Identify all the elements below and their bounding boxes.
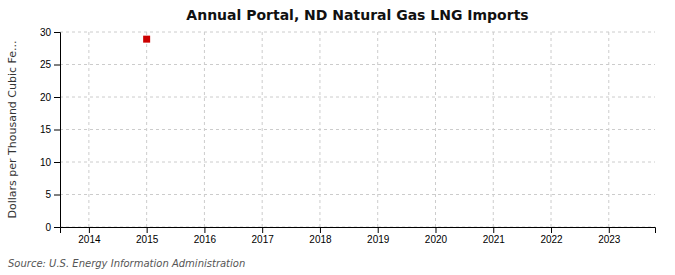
grid-line [88, 32, 89, 227]
tick: 2014 [78, 227, 101, 245]
grid-line [60, 162, 655, 163]
tick: 10 [40, 157, 60, 168]
tick: 2017 [252, 227, 275, 245]
axis-line [54, 33, 61, 228]
tick-label: 30 [40, 27, 52, 38]
grid-line [551, 32, 552, 227]
tick: 25 [40, 59, 60, 70]
tick-label: 2018 [309, 234, 332, 245]
tick-label: 2019 [367, 234, 390, 245]
tick-label: 20 [40, 92, 52, 103]
tick-label: 2020 [425, 234, 448, 245]
tick: 30 [40, 27, 60, 38]
tick: 2015 [136, 227, 159, 245]
tick-mark [54, 97, 60, 98]
tick: 2016 [194, 227, 217, 245]
axis-line [61, 228, 656, 234]
tick-label: 15 [40, 124, 52, 135]
tick-mark [54, 32, 60, 33]
tick-mark [493, 227, 494, 233]
tick-mark [378, 227, 379, 233]
tick-mark [54, 195, 60, 196]
tick-mark [54, 65, 60, 66]
tick-label: 0 [45, 222, 51, 233]
grid-line [60, 194, 655, 195]
source: Source: U.S. Energy Information Administ… [8, 258, 245, 269]
tick: 2022 [540, 227, 563, 245]
grid-line [60, 32, 655, 33]
grid-line [60, 64, 655, 65]
tick-mark [609, 227, 610, 233]
title: Annual Portal, ND Natural Gas LNG Import… [186, 7, 528, 23]
tick: 2023 [598, 227, 621, 245]
grid-line [262, 32, 263, 227]
tick-label: 2017 [252, 234, 275, 245]
tick-label: 5 [45, 189, 51, 200]
tick: 2019 [367, 227, 390, 245]
tick-mark [54, 130, 60, 131]
tick-label: 2014 [78, 234, 101, 245]
tick-label: 25 [40, 59, 52, 70]
marks [143, 36, 150, 43]
tick-mark [89, 227, 90, 233]
y-label: Dollars per Thousand Cubic Fe... [6, 40, 19, 218]
tick-mark [320, 227, 321, 233]
tick-label: 2021 [483, 234, 506, 245]
tick-label: 2015 [136, 234, 159, 245]
tick-mark [54, 227, 60, 228]
tick: 5 [45, 189, 60, 200]
tick: 2018 [309, 227, 332, 245]
tick-label: 2023 [598, 234, 621, 245]
tick: 20 [40, 92, 60, 103]
point [143, 36, 150, 43]
grid-line [435, 32, 436, 227]
tick: 0 [45, 222, 60, 233]
chart: 2014201520162017201820192020202120222023… [0, 0, 675, 275]
tick-label: 2016 [194, 234, 217, 245]
x-axis: 2014 2015 2016 2017 2018 2019 2020 2021 2022 2023 [61, 227, 656, 245]
tick: 2020 [425, 227, 448, 245]
tick-mark [551, 227, 552, 233]
tick-label: 10 [40, 157, 52, 168]
tick: 15 [40, 124, 60, 135]
grid-line [60, 97, 655, 98]
tick-mark [54, 162, 60, 163]
grid [60, 32, 655, 227]
tick: 2021 [483, 227, 506, 245]
grid-line [60, 129, 655, 130]
tick-label: 2022 [540, 234, 563, 245]
tick-mark [262, 227, 263, 233]
y-axis: 0 5 10 15 20 25 30 [40, 27, 61, 233]
plot: 2014201520162017201820192020202120222023… [40, 27, 656, 245]
tick-mark [204, 227, 205, 233]
tick-mark [147, 227, 148, 233]
tick-mark [435, 227, 436, 233]
